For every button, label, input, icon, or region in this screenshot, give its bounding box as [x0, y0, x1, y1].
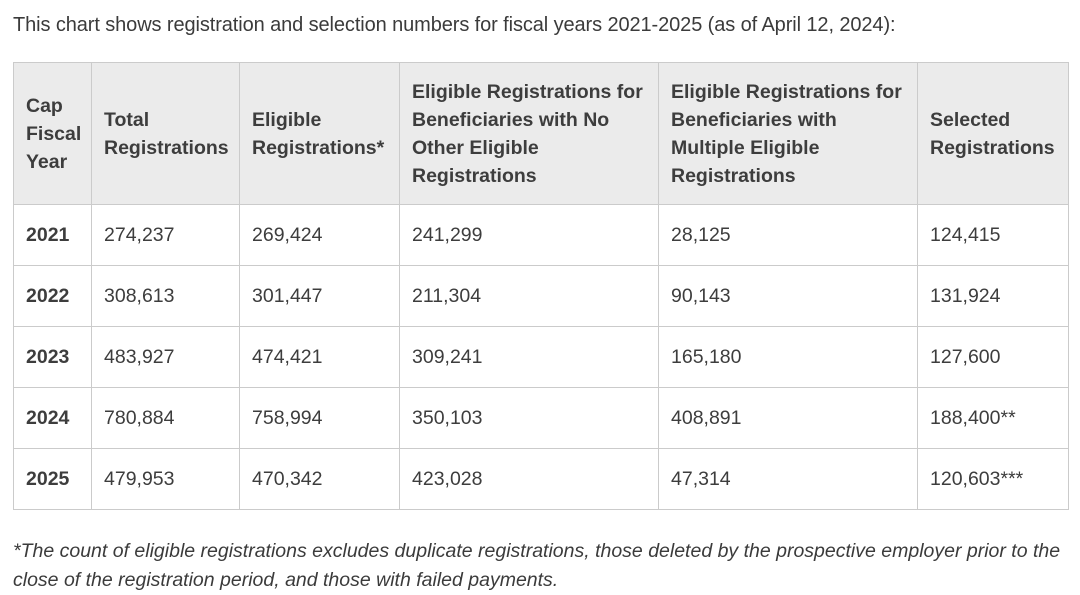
data-cell-multiple: 28,125 — [658, 204, 918, 266]
data-cell-selected: 127,600 — [917, 326, 1069, 388]
data-cell-total: 308,613 — [91, 265, 240, 327]
data-cell-selected: 131,924 — [917, 265, 1069, 327]
data-cell-total: 274,237 — [91, 204, 240, 266]
column-header-total-registrations: Total Registrations — [91, 62, 240, 205]
data-cell-total: 479,953 — [91, 448, 240, 510]
data-cell-no-other: 350,103 — [399, 387, 659, 449]
table-row-2021: 2021 274,237 269,424 241,299 28,125 124,… — [13, 204, 1069, 266]
year-cell: 2024 — [13, 387, 92, 449]
data-cell-eligible: 301,447 — [239, 265, 400, 327]
data-cell-eligible: 758,994 — [239, 387, 400, 449]
year-cell: 2021 — [13, 204, 92, 266]
column-header-cap-fiscal-year: Cap Fiscal Year — [13, 62, 92, 205]
year-cell: 2025 — [13, 448, 92, 510]
data-cell-selected: 124,415 — [917, 204, 1069, 266]
header-row: Cap Fiscal Year Total Registrations Elig… — [13, 62, 1069, 205]
footnote-text: *The count of eligible registrations exc… — [13, 540, 1061, 591]
table-row-2022: 2022 308,613 301,447 211,304 90,143 131,… — [13, 265, 1069, 327]
data-cell-eligible: 474,421 — [239, 326, 400, 388]
registration-data-table: Cap Fiscal Year Total Registrations Elig… — [13, 62, 1069, 510]
data-cell-multiple: 408,891 — [658, 387, 918, 449]
data-cell-selected: 188,400** — [917, 387, 1069, 449]
table-row-2024: 2024 780,884 758,994 350,103 408,891 188… — [13, 387, 1069, 449]
data-cell-multiple: 47,314 — [658, 448, 918, 510]
intro-text: This chart shows registration and select… — [13, 14, 896, 36]
data-cell-no-other: 211,304 — [399, 265, 659, 327]
year-cell: 2022 — [13, 265, 92, 327]
table-row-2023: 2023 483,927 474,421 309,241 165,180 127… — [13, 326, 1069, 388]
data-cell-eligible: 470,342 — [239, 448, 400, 510]
table-header: Cap Fiscal Year Total Registrations Elig… — [13, 62, 1069, 205]
table-row-2025: 2025 479,953 470,342 423,028 47,314 120,… — [13, 448, 1069, 510]
year-cell: 2023 — [13, 326, 92, 388]
data-cell-no-other: 423,028 — [399, 448, 659, 510]
data-cell-selected: 120,603*** — [917, 448, 1069, 510]
data-cell-no-other: 309,241 — [399, 326, 659, 388]
column-header-selected-registrations: Selected Registrations — [917, 62, 1069, 205]
data-cell-multiple: 165,180 — [658, 326, 918, 388]
data-cell-total: 483,927 — [91, 326, 240, 388]
data-cell-eligible: 269,424 — [239, 204, 400, 266]
column-header-eligible-multiple: Eligible Registrations for Beneficiaries… — [658, 62, 918, 205]
table-body: 2021 274,237 269,424 241,299 28,125 124,… — [13, 204, 1069, 510]
column-header-eligible-no-other: Eligible Registrations for Beneficiaries… — [399, 62, 659, 205]
data-cell-multiple: 90,143 — [658, 265, 918, 327]
column-header-eligible-registrations: Eligible Registrations* — [239, 62, 400, 205]
data-cell-no-other: 241,299 — [399, 204, 659, 266]
data-cell-total: 780,884 — [91, 387, 240, 449]
